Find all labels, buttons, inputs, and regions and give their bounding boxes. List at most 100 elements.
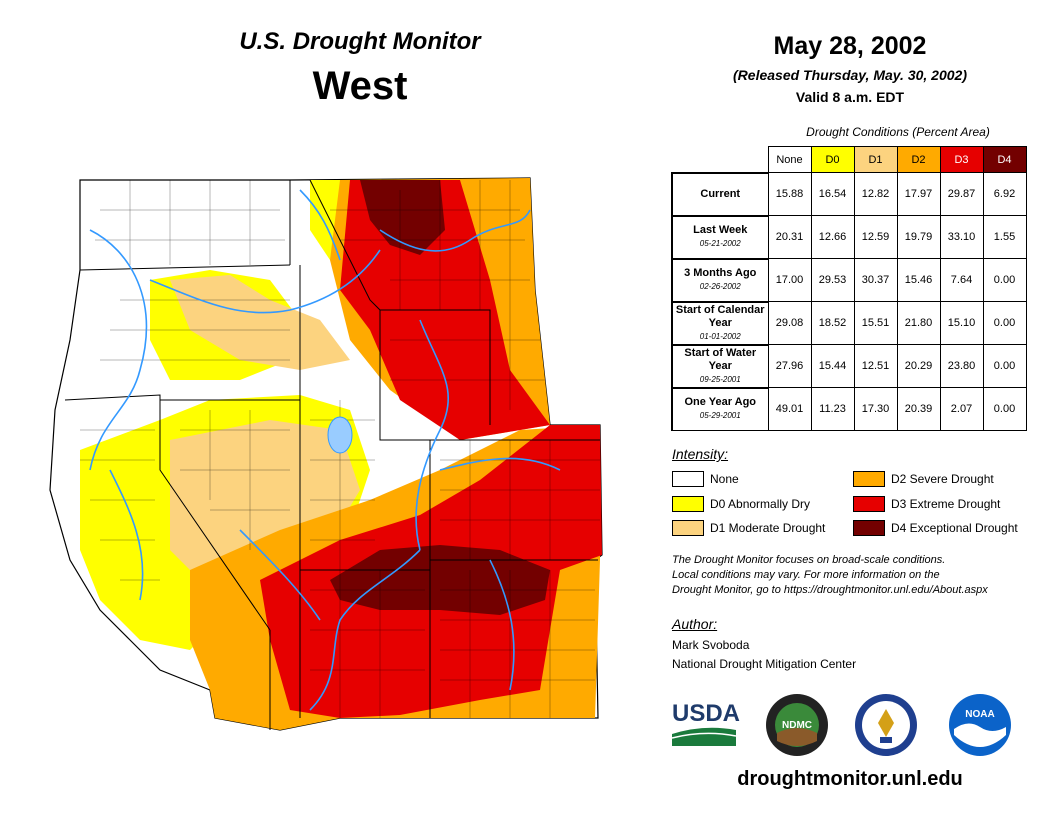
legend-swatch bbox=[853, 496, 885, 512]
legend-swatch bbox=[853, 471, 885, 487]
drought-map bbox=[40, 170, 625, 750]
table-cell: 27.96 bbox=[767, 344, 812, 388]
table-cell: 30.37 bbox=[853, 258, 898, 302]
table-row-last-week: Last Week 05-21-2002 20.31 12.66 12.59 19… bbox=[671, 214, 1027, 259]
usda-logo: USDA bbox=[668, 690, 740, 750]
table-cell: 0.00 bbox=[982, 258, 1027, 302]
legend-item-d1: D1 Moderate Drought bbox=[672, 519, 825, 537]
row-date: 01-01-2002 bbox=[699, 331, 741, 341]
row-label: Last Week 05-21-2002 bbox=[671, 214, 769, 259]
table-cell: 17.97 bbox=[896, 172, 941, 216]
legend-label: D2 Severe Drought bbox=[891, 472, 994, 486]
disclaimer-line: Local conditions may vary. For more info… bbox=[672, 569, 940, 581]
row-label: Start of Water Year 09-25-2001 bbox=[671, 343, 769, 388]
table-row-start-water-year: Start of Water Year 09-25-2001 27.96 15.4… bbox=[671, 343, 1027, 388]
drought-conditions-table: None D0 D1 D2 D3 D4 Current 15.88 16.54 … bbox=[671, 146, 1027, 431]
table-cell: 20.31 bbox=[767, 215, 812, 259]
table-cell: 15.88 bbox=[767, 172, 812, 216]
disclaimer-line: The Drought Monitor focuses on broad-sca… bbox=[672, 554, 946, 566]
table-cell: 0.00 bbox=[982, 344, 1027, 388]
table-cell: 15.51 bbox=[853, 301, 898, 345]
legend-item-none: None bbox=[672, 470, 739, 488]
table-cell: 0.00 bbox=[982, 387, 1027, 431]
author-title: Author: bbox=[672, 616, 718, 632]
legend-label: D1 Moderate Drought bbox=[710, 521, 826, 535]
col-header-d0: D0 bbox=[810, 146, 855, 173]
author-name: Mark Svoboda bbox=[672, 638, 750, 652]
table-row-one-year-ago: One Year Ago 05-29-2001 49.01 11.23 17.30… bbox=[671, 386, 1027, 431]
table-cell: 12.82 bbox=[853, 172, 898, 216]
table-cell: 12.59 bbox=[853, 215, 898, 259]
ndmc-label: NDMC bbox=[782, 720, 812, 731]
table-cell: 20.39 bbox=[896, 387, 941, 431]
d4-area-north bbox=[360, 180, 445, 255]
col-header-d3: D3 bbox=[939, 146, 984, 173]
legend-label: None bbox=[710, 472, 739, 486]
row-label-text: Start of Calendar Year bbox=[675, 303, 765, 329]
commerce-logo bbox=[854, 693, 918, 757]
legend-title: Intensity: bbox=[672, 446, 729, 462]
row-date: 02-26-2002 bbox=[699, 282, 741, 291]
state-boundaries bbox=[64, 179, 600, 730]
noaa-seal-icon: NOAA bbox=[949, 694, 1011, 756]
table-cell: 29.08 bbox=[767, 301, 812, 345]
table-cell: 0.00 bbox=[982, 301, 1027, 345]
table-cell: 12.66 bbox=[810, 215, 855, 259]
region-title: West bbox=[312, 64, 408, 108]
website-url[interactable]: droughtmonitor.unl.edu bbox=[737, 768, 963, 790]
table-cell: 49.01 bbox=[767, 387, 812, 431]
table-cell: 23.80 bbox=[939, 344, 984, 388]
author-org: National Drought Mitigation Center bbox=[672, 657, 857, 671]
legend-item-d3: D3 Extreme Drought bbox=[853, 495, 1000, 513]
table-cell: 1.55 bbox=[982, 215, 1027, 259]
row-label: Current bbox=[671, 171, 769, 216]
legend-swatch bbox=[853, 520, 885, 536]
ndmc-logo: NDMC bbox=[765, 693, 829, 757]
drought-map-svg bbox=[49, 177, 603, 731]
row-date: 09-25-2001 bbox=[699, 374, 741, 384]
table-row-start-calendar-year: Start of Calendar Year 01-01-2002 29.08 1… bbox=[671, 300, 1027, 345]
table-row-3-months-ago: 3 Months Ago 02-26-2002 17.00 29.53 30.37… bbox=[671, 257, 1027, 302]
row-label: Start of Calendar Year 01-01-2002 bbox=[671, 300, 769, 345]
legend-swatch bbox=[672, 496, 704, 512]
col-header-none: None bbox=[767, 146, 812, 173]
release-date: (Released Thursday, May. 30, 2002) bbox=[733, 67, 967, 83]
table-cell: 29.87 bbox=[939, 172, 984, 216]
table-row-current: Current 15.88 16.54 12.82 17.97 29.87 6.… bbox=[671, 171, 1027, 216]
table-cell: 29.53 bbox=[810, 258, 855, 302]
table-cell: 12.51 bbox=[853, 344, 898, 388]
row-label-text: One Year Ago bbox=[684, 396, 757, 409]
table-corner bbox=[672, 147, 768, 173]
table-cell: 11.23 bbox=[810, 387, 855, 431]
rivers bbox=[89, 189, 561, 711]
disclaimer-text: The Drought Monitor focuses on broad-sca… bbox=[672, 553, 1042, 598]
table-cell: 15.44 bbox=[810, 344, 855, 388]
row-label-text: Current bbox=[700, 187, 741, 200]
table-cell: 7.64 bbox=[939, 258, 984, 302]
valid-time: Valid 8 a.m. EDT bbox=[795, 89, 905, 105]
table-cell: 16.54 bbox=[810, 172, 855, 216]
row-label-text: 3 Months Ago bbox=[684, 267, 757, 279]
map-date: May 28, 2002 bbox=[773, 32, 927, 60]
col-header-d4: D4 bbox=[982, 146, 1027, 173]
table-cell: 18.52 bbox=[810, 301, 855, 345]
table-cell: 17.00 bbox=[767, 258, 812, 302]
row-date: 05-29-2001 bbox=[699, 411, 741, 421]
legend-swatch bbox=[672, 520, 704, 536]
legend-label: D3 Extreme Drought bbox=[891, 497, 1001, 511]
great-salt-lake bbox=[327, 416, 353, 454]
table-caption: Drought Conditions (Percent Area) bbox=[806, 125, 990, 139]
table-cell: 33.10 bbox=[939, 215, 984, 259]
legend-item-d2: D2 Severe Drought bbox=[853, 470, 994, 488]
table-header-row: None D0 D1 D2 D3 D4 bbox=[672, 146, 1027, 173]
usda-logo-text: USDA bbox=[672, 700, 741, 727]
legend-label: D0 Abnormally Dry bbox=[710, 497, 811, 511]
d4-area-south bbox=[330, 545, 550, 615]
table-cell: 6.92 bbox=[982, 172, 1027, 216]
table-cell: 20.29 bbox=[896, 344, 941, 388]
partner-logos: USDA NDMC NOAA bbox=[668, 690, 1028, 760]
table-cell: 2.07 bbox=[939, 387, 984, 431]
ndmc-seal-icon: NDMC bbox=[766, 694, 828, 756]
noaa-label: NOAA bbox=[965, 709, 994, 720]
d1-area-north bbox=[170, 275, 350, 370]
